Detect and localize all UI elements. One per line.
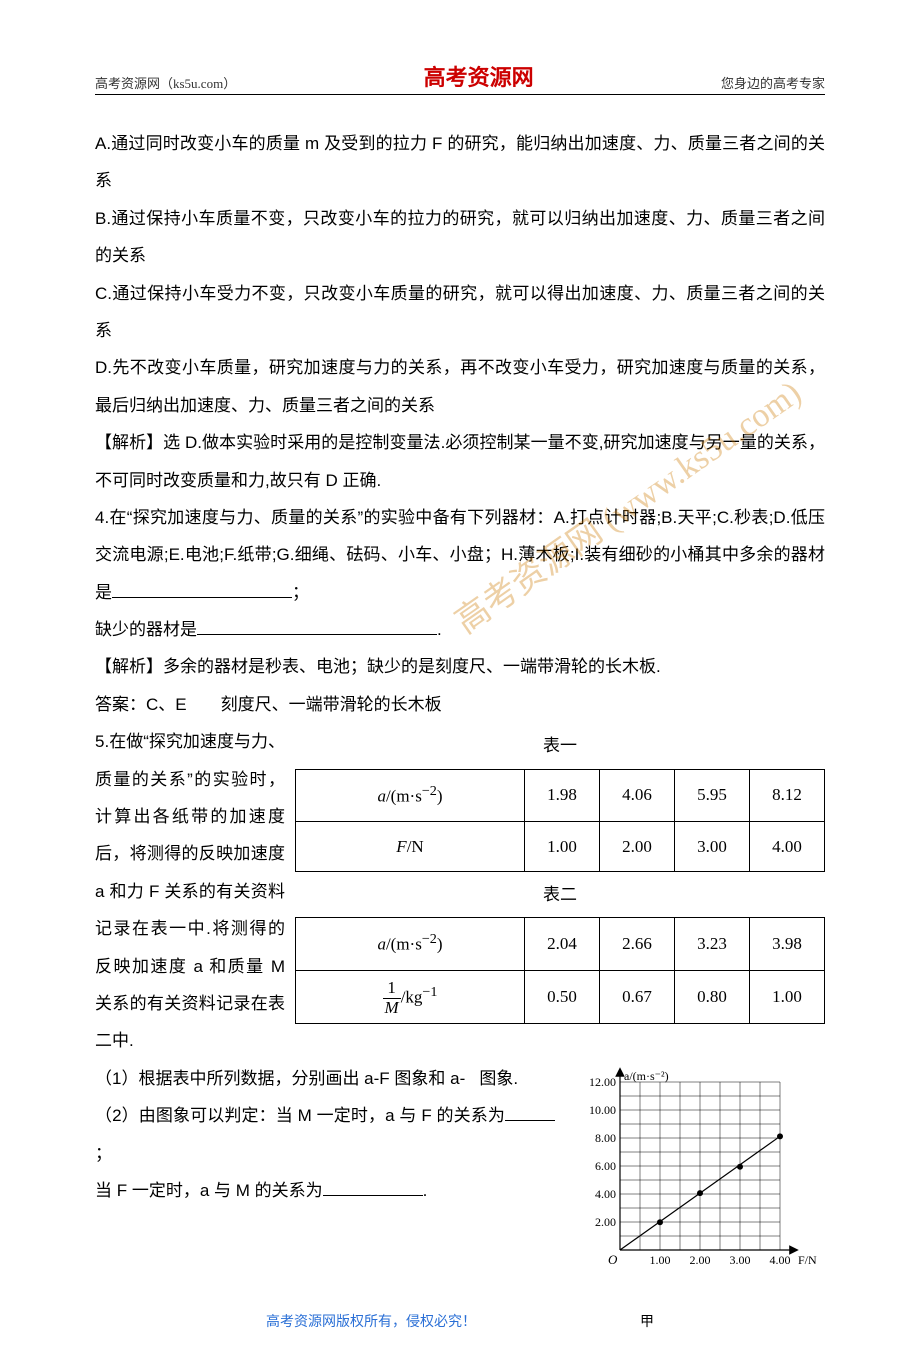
t2-r2-c4: 1.00 <box>750 970 825 1024</box>
t1-r2-c3: 3.00 <box>675 821 750 871</box>
blank-extra <box>112 580 292 598</box>
t1-r1-c1: 1.98 <box>525 769 600 821</box>
a-f-graph: 12.00 10.00 8.00 6.00 4.00 2.00 1.00 2.00 3.00 4… <box>565 1060 825 1280</box>
svg-text:8.00: 8.00 <box>595 1131 616 1145</box>
t2-r1-c4: 3.98 <box>750 918 825 970</box>
t1-r2-c1: 1.00 <box>525 821 600 871</box>
t1-r2-label: F/N <box>296 821 525 871</box>
solution-4: 【解析】多余的器材是秒表、电池；缺少的是刻度尺、一端带滑轮的长木板. <box>95 648 825 685</box>
t1-r1-c3: 5.95 <box>675 769 750 821</box>
question-4-line2: 缺少的器材是. <box>95 611 825 648</box>
solution-3: 【解析】选 D.做本实验时采用的是控制变量法.必须控制某一量不变,研究加速度与另… <box>95 424 825 499</box>
header-right: 您身边的高考专家 <box>721 73 825 92</box>
graph-block: 12.00 10.00 8.00 6.00 4.00 2.00 1.00 2.00 3.00 4… <box>565 1060 825 1293</box>
svg-text:O: O <box>608 1252 618 1267</box>
tables-block: 表一 a/(m·s−2) 1.98 4.06 5.95 8.12 F/N 1.0… <box>295 723 825 1024</box>
document-body: A.通过同时改变小车的质量 m 及受到的拉力 F 的研究，能归纳出加速度、力、质… <box>95 125 825 1293</box>
t2-r2-c3: 0.80 <box>675 970 750 1024</box>
option-c: C.通过保持小车受力不变，只改变小车质量的研究，就可以得出加速度、力、质量三者之… <box>95 275 825 350</box>
question-5-block: 表一 a/(m·s−2) 1.98 4.06 5.95 8.12 F/N 1.0… <box>95 723 825 1060</box>
page-header: 高考资源网（ks5u.com） 高考资源网 您身边的高考专家 <box>95 60 825 95</box>
blank-relation-1 <box>505 1103 555 1121</box>
t2-r1-c3: 3.23 <box>675 918 750 970</box>
svg-text:a/(m·s⁻²): a/(m·s⁻²) <box>624 1069 669 1083</box>
header-left: 高考资源网（ks5u.com） <box>95 73 236 92</box>
table2-caption: 表二 <box>295 876 825 913</box>
blank-missing <box>197 617 437 635</box>
svg-text:3.00: 3.00 <box>730 1253 751 1267</box>
t2-r1-c1: 2.04 <box>525 918 600 970</box>
svg-text:2.00: 2.00 <box>595 1215 616 1229</box>
t2-r1-label: a/(m·s−2) <box>296 918 525 970</box>
svg-text:1.00: 1.00 <box>650 1253 671 1267</box>
svg-text:F/N: F/N <box>798 1253 817 1267</box>
t1-r1-c4: 8.12 <box>750 769 825 821</box>
table2: a/(m·s−2) 2.04 2.66 3.23 3.98 1 M /kg−1 <box>295 917 825 1024</box>
question-4-line1: 4.在“探究加速度与力、质量的关系”的实验中备有下列器材：A.打点计时器;B.天… <box>95 499 825 611</box>
t1-r2-c2: 2.00 <box>600 821 675 871</box>
t1-r1-c2: 4.06 <box>600 769 675 821</box>
option-b: B.通过保持小车质量不变，只改变小车的拉力的研究，就可以归纳出加速度、力、质量三… <box>95 200 825 275</box>
question-5-sub: 12.00 10.00 8.00 6.00 4.00 2.00 1.00 2.00 3.00 4… <box>95 1060 825 1293</box>
header-center: 高考资源网 <box>424 60 534 92</box>
option-a: A.通过同时改变小车的质量 m 及受到的拉力 F 的研究，能归纳出加速度、力、质… <box>95 125 825 200</box>
answer-4: 答案：C、E 刻度尺、一端带滑轮的长木板 <box>95 686 825 723</box>
t1-r1-label: a/(m·s−2) <box>296 769 525 821</box>
blank-relation-2 <box>323 1178 423 1196</box>
t2-r2-label: 1 M /kg−1 <box>296 970 525 1024</box>
svg-text:10.00: 10.00 <box>589 1103 616 1117</box>
table1-caption: 表一 <box>295 727 825 764</box>
option-d: D.先不改变小车质量，研究加速度与力的关系，再不改变小车受力，研究加速度与质量的… <box>95 349 825 424</box>
t1-r2-c4: 4.00 <box>750 821 825 871</box>
t2-r2-c1: 0.50 <box>525 970 600 1024</box>
footer-text: 高考资源网版权所有，侵权必究！ <box>266 1313 476 1329</box>
t2-r1-c2: 2.66 <box>600 918 675 970</box>
page-footer: 高考资源网版权所有，侵权必究！ 甲 <box>95 1311 825 1331</box>
t2-r2-c2: 0.67 <box>600 970 675 1024</box>
svg-text:4.00: 4.00 <box>770 1253 791 1267</box>
svg-text:2.00: 2.00 <box>690 1253 711 1267</box>
svg-text:4.00: 4.00 <box>595 1187 616 1201</box>
table1: a/(m·s−2) 1.98 4.06 5.95 8.12 F/N 1.00 2… <box>295 769 825 872</box>
svg-text:12.00: 12.00 <box>589 1075 616 1089</box>
footer-label: 甲 <box>640 1311 654 1331</box>
svg-text:6.00: 6.00 <box>595 1159 616 1173</box>
